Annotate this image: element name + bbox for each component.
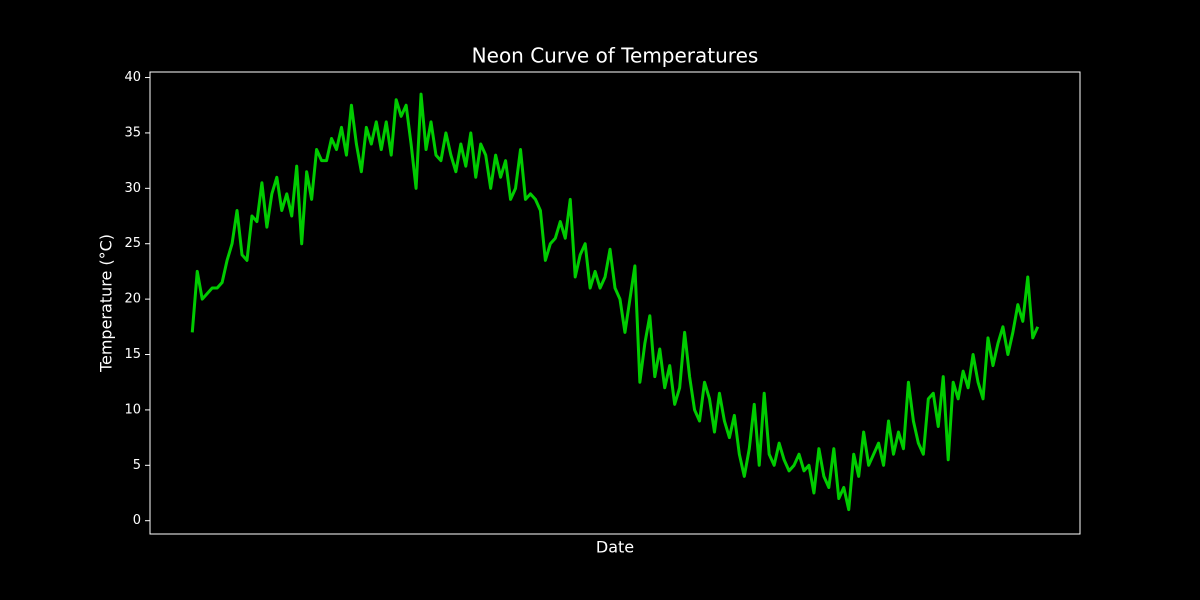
y-tick-label: 10: [124, 402, 141, 417]
y-tick-label: 20: [124, 292, 141, 307]
chart-title: Neon Curve of Temperatures: [472, 44, 759, 68]
y-axis-label: Temperature (°C): [97, 234, 116, 373]
y-tick-label: 5: [133, 458, 141, 473]
x-axis-label: Date: [596, 538, 634, 557]
y-tick-label: 30: [124, 181, 141, 196]
y-tick-label: 0: [133, 513, 141, 528]
temperature-line: [190, 92, 1040, 512]
y-tick-label: 40: [124, 70, 141, 85]
y-tick-label: 15: [124, 347, 141, 362]
y-tick-label: 25: [124, 236, 141, 251]
plot-frame: [149, 71, 1081, 535]
y-tick-label: 35: [124, 125, 141, 140]
